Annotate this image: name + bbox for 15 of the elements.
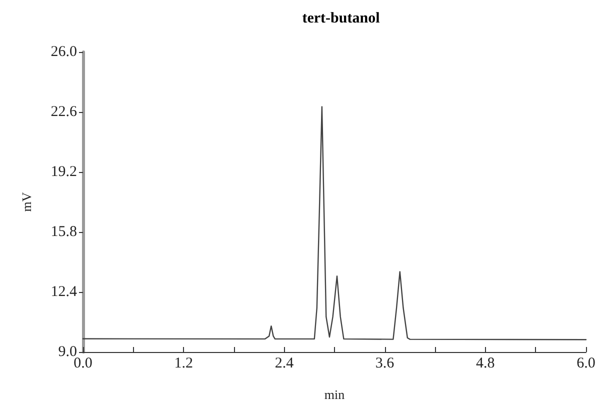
x-tick-label: 2.4 bbox=[274, 356, 294, 372]
x-tick-label: 6.0 bbox=[576, 356, 596, 372]
x-tick-label: 4.8 bbox=[476, 356, 495, 372]
y-axis-title: mV bbox=[19, 192, 34, 212]
x-tick-label: 3.6 bbox=[375, 356, 395, 372]
chart-title: tert-butanol bbox=[302, 10, 380, 26]
line-series bbox=[82, 106, 587, 340]
x-tick-label: 1.2 bbox=[174, 356, 193, 372]
x-tick-label: 0.0 bbox=[74, 356, 92, 372]
y-tick-label: 22.6 bbox=[50, 104, 78, 120]
y-tick-label: 15.8 bbox=[50, 224, 77, 240]
y-tick-label: 26.0 bbox=[50, 44, 77, 60]
y-tick-label: 12.4 bbox=[50, 284, 78, 300]
x-axis-title: min bbox=[324, 387, 346, 402]
y-tick-label: 19.2 bbox=[50, 164, 77, 180]
